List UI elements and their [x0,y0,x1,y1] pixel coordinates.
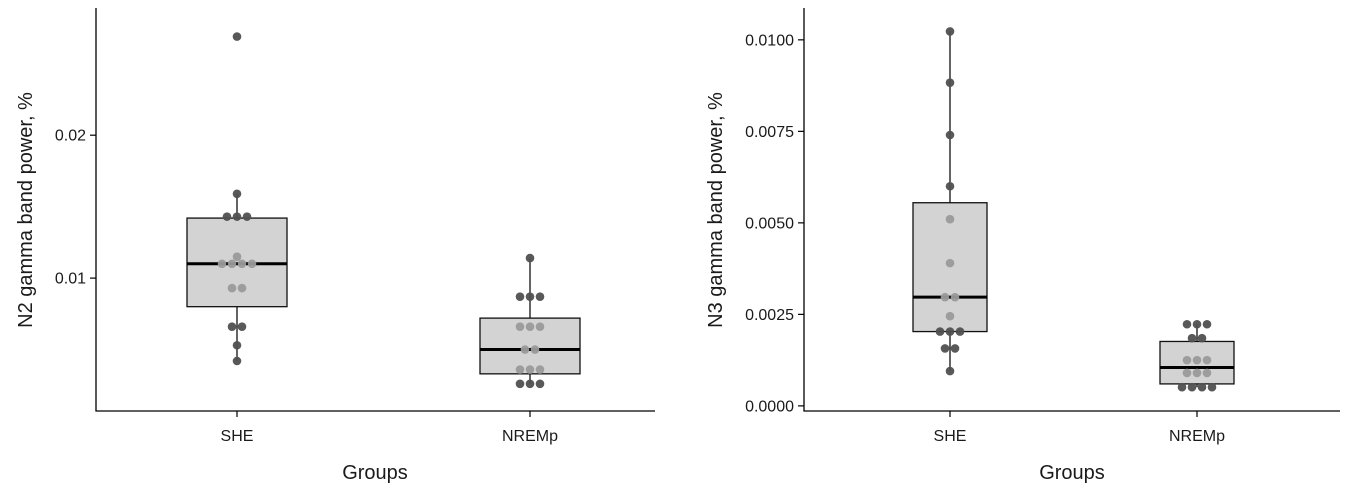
data-point [945,181,955,191]
data-point [515,322,525,331]
data-point [227,283,237,293]
data-point [1207,382,1217,392]
data-point [1197,382,1207,392]
data-point [535,292,545,301]
data-point [935,327,945,336]
data-point [525,365,535,374]
data-point [222,212,232,221]
y-tick-label: 0.0000 [745,398,794,415]
y-tick-label: 0.0050 [745,215,794,232]
boxplots [186,193,581,384]
data-point [1182,355,1192,365]
data-point [232,252,242,261]
data-point [217,259,227,269]
data-point [1192,355,1202,365]
data-point [525,379,535,389]
data-point [520,345,530,354]
data-point [1187,382,1197,392]
data-point [515,365,525,374]
data-point [232,32,242,41]
data-point [232,356,242,366]
x-axis-ticks: SHE NREMp [221,411,558,445]
data-point [1202,368,1212,378]
y-axis-ticks: 0.0000 0.0025 0.0050 0.0075 0.0100 [745,32,804,415]
data-point [950,344,960,353]
data-point [1192,368,1202,378]
y-tick-label: 0.0100 [745,32,794,49]
data-point [525,322,535,331]
data-point [247,259,257,269]
data-point [945,327,955,336]
y-axis-title: N3 gamma band power, % [705,92,727,328]
data-point [940,344,950,353]
n2-gamma-chart: N2 gamma band power, % Groups 0.01 0.02 S… [15,8,655,484]
y-axis-title: N2 gamma band power, % [15,92,37,328]
data-point [530,345,540,354]
data-point [525,253,535,263]
data-point [1182,319,1192,329]
data-point [940,292,950,302]
x-axis-title: Groups [1039,462,1105,484]
n3-gamma-chart: N3 gamma band power, % Groups 0.00000.00… [705,8,1340,484]
data-point [232,189,242,199]
y-axis-ticks: 0.01 0.02 [55,128,96,288]
data-points [935,27,1217,392]
data-point [945,214,955,224]
data-point [1202,319,1212,329]
x-tick-label: SHE [934,428,967,445]
data-point [1202,355,1212,365]
data-point [945,27,955,36]
data-point [945,258,955,268]
data-point [1192,319,1202,329]
data-points [217,32,545,389]
data-point [945,130,955,140]
x-tick-label: NREMp [502,428,558,445]
y-tick-label: 0.01 [55,271,86,288]
data-point [1182,368,1192,378]
y-tick-label: 0.0025 [745,307,794,324]
data-point [237,322,247,331]
data-point [227,322,237,331]
x-axis-ticks: SHE NREMp [934,411,1225,445]
data-point [535,379,545,389]
data-point [950,292,960,302]
data-point [1177,382,1187,392]
data-point [1197,333,1207,343]
data-point [237,259,247,269]
data-point [535,365,545,374]
data-point [955,327,965,336]
data-point [1187,333,1197,343]
y-tick-label: 0.02 [55,128,86,145]
data-point [515,292,525,301]
data-point [535,322,545,331]
data-point [232,212,242,221]
x-tick-label: SHE [221,428,254,445]
data-point [945,311,955,321]
data-point [525,292,535,301]
data-point [515,379,525,389]
x-tick-label: NREMp [1169,428,1225,445]
data-point [945,366,955,376]
data-point [227,259,237,269]
x-axis-title: Groups [342,462,408,484]
y-tick-label: 0.0075 [745,124,794,141]
data-point [945,78,955,87]
data-point [242,212,252,221]
data-point [237,283,247,293]
data-point [232,340,242,350]
